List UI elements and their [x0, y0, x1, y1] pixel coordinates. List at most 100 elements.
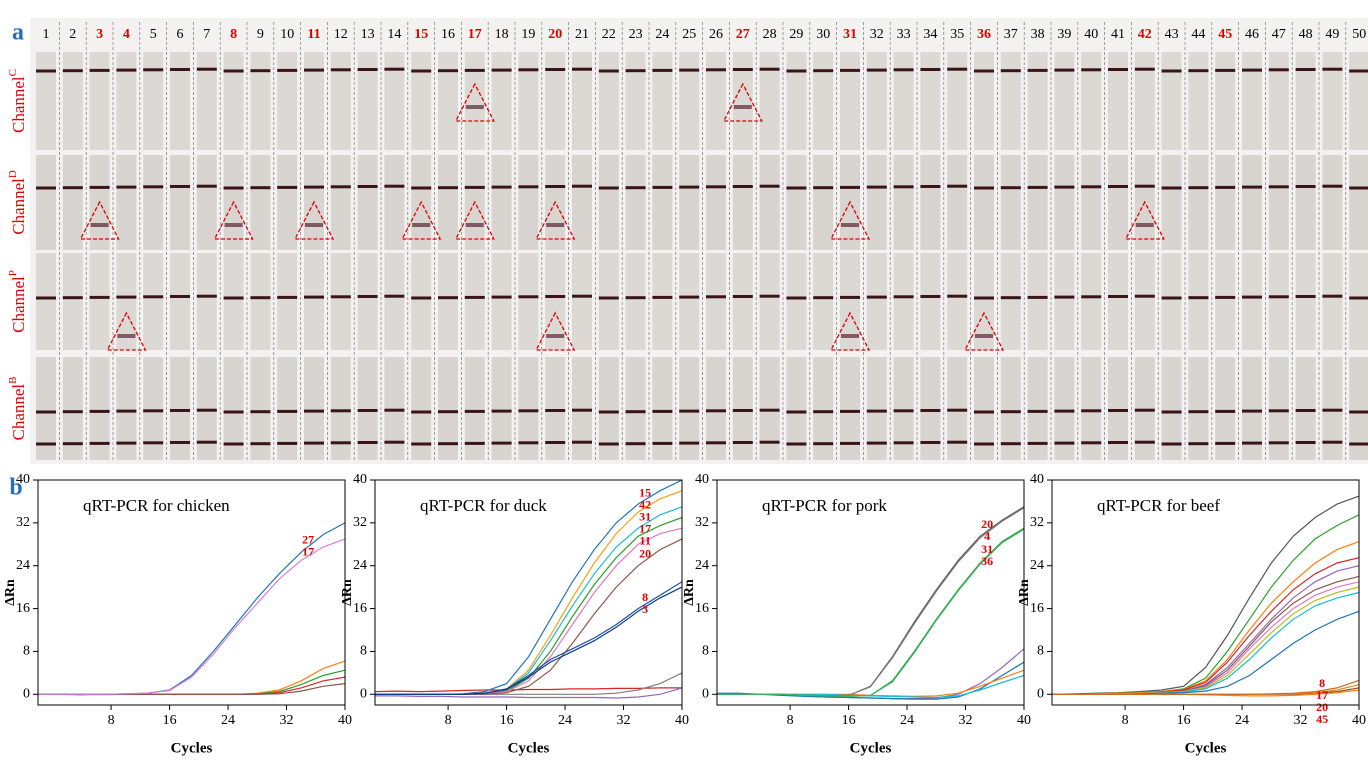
channel-sup: B: [7, 377, 19, 384]
test-strip: [438, 253, 458, 350]
test-strip: [250, 253, 271, 350]
y-tick-label: 24: [695, 558, 709, 573]
control-band: [384, 67, 405, 71]
series-line: [1052, 679, 1360, 695]
y-tick-label: 8: [23, 644, 30, 659]
test-strip: [330, 52, 351, 150]
series-line: [375, 586, 683, 695]
control-band: [518, 441, 539, 445]
series-label: 8: [1319, 676, 1325, 690]
lane-number: 49: [1325, 27, 1339, 42]
control-band: [277, 295, 298, 299]
x-tick-label: 8: [445, 713, 452, 728]
control-band: [304, 68, 324, 72]
control-band: [598, 69, 619, 73]
test-strip: [196, 155, 217, 250]
test-band: [841, 223, 859, 227]
series-line: [1052, 565, 1360, 695]
series-line: [374, 687, 682, 693]
lane-number: 9: [257, 27, 264, 42]
test-strip: [1349, 155, 1368, 250]
lane-number: 17: [468, 27, 482, 42]
test-strip: [1108, 52, 1128, 150]
lane-number: 40: [1084, 27, 1098, 42]
panel-label: a: [12, 20, 24, 46]
control-band: [625, 442, 646, 446]
chart-title: qRT-PCR for chicken: [83, 496, 230, 515]
channel-name: Channel: [9, 384, 28, 441]
test-strip: [1242, 155, 1262, 250]
test-band: [117, 334, 136, 338]
series-line: [375, 516, 683, 695]
test-strip: [679, 155, 700, 250]
control-band: [625, 410, 646, 414]
series-line: [717, 507, 1025, 697]
test-strip: [652, 357, 673, 460]
control-band: [196, 67, 217, 71]
control-band: [223, 296, 244, 300]
test-strip: [625, 155, 646, 250]
control-band: [813, 186, 834, 190]
lane-number: 37: [1004, 27, 1018, 42]
control-band: [893, 441, 914, 445]
control-band: [304, 409, 324, 413]
control-band: [1268, 68, 1289, 72]
lane-number: 12: [334, 27, 348, 42]
plot-frame: [37, 479, 346, 706]
control-band: [116, 185, 137, 189]
control-band: [706, 68, 726, 72]
series-label: 11: [639, 534, 650, 548]
control-band: [1081, 295, 1102, 299]
control-band: [625, 296, 646, 300]
y-tick-label: 32: [1030, 515, 1044, 530]
series-line: [38, 522, 346, 695]
control-band: [1242, 68, 1262, 72]
control-band: [652, 185, 673, 189]
test-strip: [518, 357, 539, 460]
positive-marker: [722, 82, 763, 122]
series-label: 27: [302, 532, 314, 546]
control-band: [1108, 295, 1128, 298]
control-band: [223, 410, 244, 414]
test-strip: [706, 357, 726, 460]
lane-number: 30: [816, 27, 830, 42]
control-band: [920, 68, 941, 71]
test-strip: [920, 253, 941, 350]
test-strip: [974, 52, 994, 150]
test-strip: [304, 253, 324, 350]
x-tick-label: 32: [1294, 713, 1308, 728]
test-strip: [732, 52, 753, 150]
control-band: [1000, 442, 1021, 446]
test-strip: [759, 357, 780, 460]
test-strip: [62, 52, 83, 150]
test-strip: [143, 253, 164, 350]
test-strip: [947, 357, 968, 460]
series-label: 45: [1316, 712, 1328, 726]
control-band: [1161, 442, 1182, 446]
test-strip: [491, 52, 512, 150]
test-strip: [893, 253, 914, 350]
control-band: [625, 69, 646, 73]
control-band: [518, 185, 539, 189]
control-band: [1188, 186, 1209, 190]
control-band: [1000, 296, 1021, 300]
lane-number: 34: [923, 27, 937, 42]
test-strip: [62, 357, 83, 460]
control-band: [1081, 441, 1102, 445]
x-tick-label: 24: [221, 713, 235, 728]
series-line: [375, 687, 683, 699]
test-strip: [1268, 357, 1289, 460]
control-band: [974, 410, 994, 414]
control-band: [652, 295, 673, 299]
control-band: [1322, 184, 1343, 188]
test-strip: [330, 357, 351, 460]
channel-name: Channel: [9, 178, 28, 235]
plot-lines: [374, 479, 683, 699]
test-strip: [89, 253, 110, 350]
test-strip: [1322, 253, 1343, 350]
y-tick-label: 32: [16, 515, 30, 530]
control-band: [759, 408, 780, 412]
test-strip: [170, 155, 190, 250]
control-band: [1108, 185, 1128, 188]
